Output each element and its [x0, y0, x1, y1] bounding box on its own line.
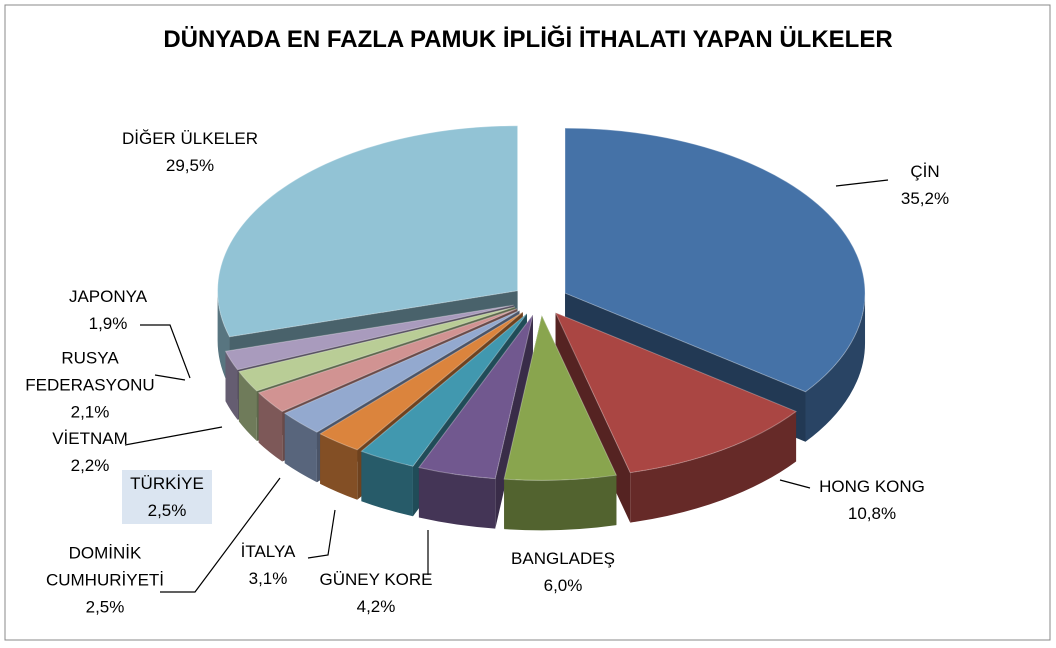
label-value: 1,9% — [88, 314, 128, 333]
slice — [564, 127, 866, 393]
label-value: 35,2% — [900, 189, 950, 208]
label-value: 10,8% — [847, 504, 897, 523]
slice — [283, 310, 520, 433]
label-name: ÇİN — [910, 162, 940, 181]
slice-wall — [284, 413, 317, 483]
leader-line — [835, 179, 889, 187]
label-name: TÜRKİYE — [130, 474, 204, 493]
data-label: RUSYA FEDERASYONU 2,1% — [25, 345, 155, 426]
leader-line — [160, 477, 281, 593]
label-value: 2,1% — [70, 402, 110, 422]
label-value: 2,5% — [85, 597, 125, 617]
label-value: 29,5% — [165, 156, 215, 175]
slice-wall — [504, 475, 617, 531]
slice-wall — [225, 351, 238, 420]
slice-wall — [418, 467, 496, 529]
data-label: JAPONYA 1,9% — [58, 283, 158, 337]
slice-side — [320, 312, 523, 484]
leader-line — [307, 509, 336, 559]
data-label: VİETNAM 2,2% — [40, 425, 140, 479]
label-value: 3,1% — [248, 569, 288, 588]
label-name: DOMİNİK CUMHURİYETİ — [45, 543, 165, 590]
data-label: DİĞER ÜLKELER 29,5% — [90, 125, 290, 179]
slice — [224, 304, 514, 371]
slice — [217, 125, 519, 338]
slice-wall — [320, 433, 358, 500]
data-label: TÜRKİYE 2,5% — [122, 470, 212, 524]
label-value: 2,2% — [70, 456, 110, 475]
slice — [360, 313, 528, 467]
label-name: JAPONYA — [68, 287, 148, 306]
label-name: HONG KONG — [819, 477, 925, 496]
leaders — [124, 179, 889, 593]
data-label: BANGLADEŞ 6,0% — [493, 545, 633, 599]
data-label: İTALYA 3,1% — [228, 538, 308, 592]
data-label: GÜNEY KORE 4,2% — [306, 566, 446, 620]
label-name: DİĞER ÜLKELER — [121, 129, 259, 148]
slice — [257, 308, 518, 413]
data-label: HONG KONG 10,8% — [807, 473, 937, 527]
slice — [418, 314, 534, 480]
label-name: BANGLADEŞ — [511, 549, 615, 568]
data-label: ÇİN 35,2% — [885, 158, 965, 212]
slice-wall — [630, 411, 797, 523]
chart-title: DÜNYADA EN FAZLA PAMUK İPLİĞİ İTHALATI Y… — [163, 26, 893, 53]
label-value: 6,0% — [543, 576, 583, 595]
label-name: RUSYA FEDERASYONU — [25, 348, 155, 395]
slice-wall — [361, 451, 413, 517]
label-value: 4,2% — [356, 597, 396, 616]
leader-line — [124, 426, 223, 446]
label-value: 2,5% — [147, 501, 187, 520]
slice — [554, 311, 798, 474]
leader-line — [779, 479, 811, 489]
leader-line — [140, 324, 191, 379]
label-name: GÜNEY KORE — [319, 570, 433, 589]
slice — [319, 311, 524, 451]
slice-wall — [258, 392, 283, 462]
slice — [238, 306, 516, 392]
slice-wall — [238, 371, 257, 441]
data-label: DOMİNİK CUMHURİYETİ 2,5% — [40, 540, 170, 621]
label-name: İTALYA — [240, 542, 296, 561]
leader-line — [154, 374, 186, 381]
slice-wall — [805, 293, 866, 442]
slice — [503, 313, 618, 481]
label-name: VİETNAM — [52, 429, 128, 448]
